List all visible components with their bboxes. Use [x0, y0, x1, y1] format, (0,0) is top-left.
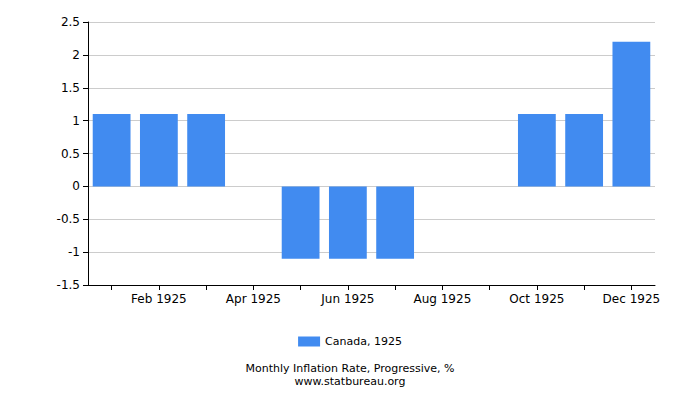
svg-text:1.5: 1.5 — [61, 81, 80, 95]
svg-text:-1.5: -1.5 — [57, 278, 80, 292]
svg-text:0.5: 0.5 — [61, 147, 80, 161]
svg-text:Apr 1925: Apr 1925 — [226, 292, 281, 306]
svg-text:Dec 1925: Dec 1925 — [603, 292, 661, 306]
svg-text:Aug 1925: Aug 1925 — [413, 292, 471, 306]
svg-text:-1: -1 — [68, 245, 80, 259]
svg-text:Canada, 1925: Canada, 1925 — [325, 335, 402, 348]
svg-text:Jun 1925: Jun 1925 — [320, 292, 374, 306]
svg-text:2.5: 2.5 — [61, 15, 80, 29]
svg-text:Feb 1925: Feb 1925 — [131, 292, 187, 306]
svg-text:2: 2 — [72, 48, 80, 62]
svg-text:Monthly Inflation Rate, Progre: Monthly Inflation Rate, Progressive, % — [246, 362, 455, 375]
svg-text:-0.5: -0.5 — [57, 212, 80, 226]
svg-text:1: 1 — [72, 114, 80, 128]
svg-text:www.statbureau.org: www.statbureau.org — [295, 375, 406, 388]
svg-text:Oct 1925: Oct 1925 — [509, 292, 564, 306]
svg-text:0: 0 — [72, 179, 80, 193]
